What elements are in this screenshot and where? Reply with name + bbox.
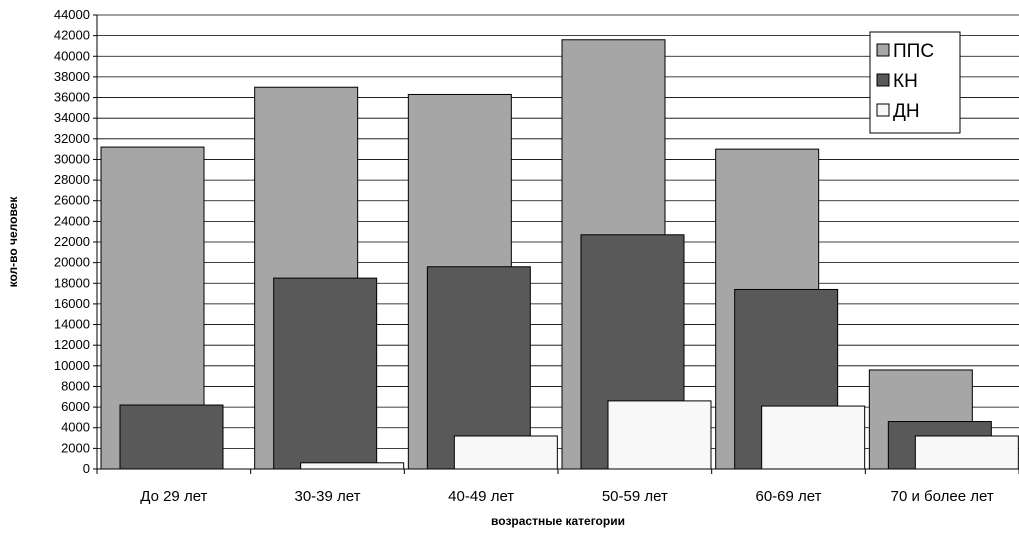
y-tick-label: 4000 xyxy=(61,420,90,435)
x-tick-label: 60-69 лет xyxy=(756,488,822,505)
y-tick-label: 16000 xyxy=(54,296,90,311)
y-tick-label: 26000 xyxy=(54,193,90,208)
y-axis-title: кол-во человек xyxy=(6,196,20,288)
legend-label: КН xyxy=(893,71,918,92)
y-tick-label: 22000 xyxy=(54,234,90,249)
y-tick-label: 10000 xyxy=(54,358,90,373)
x-axis-title: возрастные категории xyxy=(491,514,625,528)
y-tick-label: 30000 xyxy=(54,151,90,166)
y-tick-label: 20000 xyxy=(54,255,90,270)
bar-kn xyxy=(119,404,224,470)
y-tick-label: 44000 xyxy=(54,7,90,22)
gridlines xyxy=(97,14,1019,449)
bar-dn xyxy=(453,435,558,470)
x-tick-label: 30-39 лет xyxy=(295,488,361,505)
legend-label: ДН xyxy=(893,101,920,122)
legend-swatch xyxy=(876,43,890,57)
legend: ППС КН ДН xyxy=(869,31,961,134)
tick-labels: 0 2000 4000 6000 8000 10000 12000 14000 16000 180… xyxy=(54,7,994,505)
y-tick-label: 42000 xyxy=(54,28,90,43)
y-tick-label: 2000 xyxy=(61,440,90,455)
legend-swatch xyxy=(876,103,890,117)
y-tick-label: 14000 xyxy=(54,317,90,332)
bar-dn xyxy=(607,400,712,470)
y-tick-label: 28000 xyxy=(54,172,90,187)
x-tick-label: 40-49 лет xyxy=(448,488,514,505)
bar-dn xyxy=(914,435,1019,470)
y-tick-label: 8000 xyxy=(61,378,90,393)
x-tick-label: 70 и более лет xyxy=(891,488,994,505)
y-tick-label: 18000 xyxy=(54,275,90,290)
x-tick-label: 50-59 лет xyxy=(602,488,668,505)
bar-kn xyxy=(426,266,531,470)
y-tick-label: 0 xyxy=(83,461,90,476)
y-tick-label: 12000 xyxy=(54,337,90,352)
y-tick-label: 6000 xyxy=(61,399,90,414)
bar-dn xyxy=(761,405,866,470)
y-tick-label: 32000 xyxy=(54,131,90,146)
y-tick-label: 38000 xyxy=(54,69,90,84)
bar-dn xyxy=(300,462,405,470)
x-tick-label: До 29 лет xyxy=(140,488,207,505)
bars xyxy=(100,39,1019,470)
legend-swatch xyxy=(876,73,890,87)
y-tick-label: 34000 xyxy=(54,110,90,125)
y-tick-label: 40000 xyxy=(54,48,90,63)
y-tick-label: 36000 xyxy=(54,90,90,105)
y-tick-label: 24000 xyxy=(54,213,90,228)
legend-label: ППС xyxy=(893,41,934,62)
bar-kn xyxy=(273,277,378,470)
